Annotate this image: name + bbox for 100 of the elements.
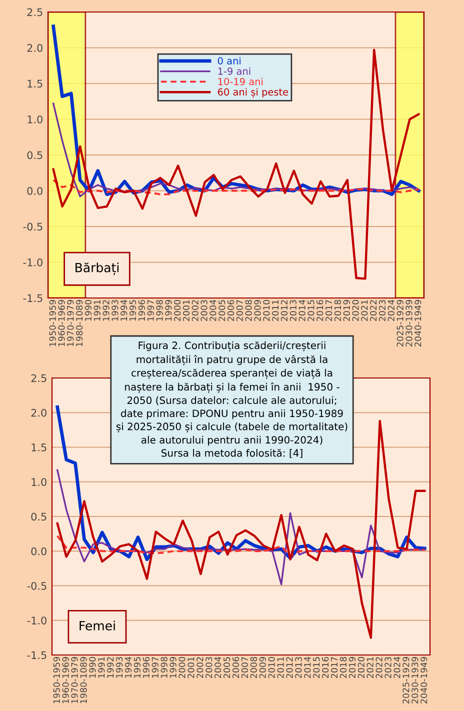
x-tick-label: 2040-1949 (420, 657, 428, 704)
x-tick-label: 2020 (358, 656, 364, 678)
y-tick-label: -1.5 (27, 651, 46, 660)
x-tick-label: 2022 (370, 300, 377, 322)
x-tick-label: 1960-1969 (58, 300, 65, 346)
x-tick-label: 2003 (206, 657, 212, 678)
line-series (56, 420, 426, 639)
x-tick-label: 2006 (227, 300, 234, 322)
x-tick-label: 1994 (124, 656, 132, 678)
y-tick-label: -1.0 (27, 616, 46, 624)
x-tick-label: 2024 (394, 656, 400, 678)
x-tick-label: 2009 (259, 657, 266, 678)
x-tick-label: 2030-1939 (412, 657, 418, 704)
x-tick-label: 2012 (286, 657, 293, 678)
line-series (52, 102, 420, 198)
x-tick-label: 2001 (188, 657, 194, 678)
x-tick-label: 1992 (102, 300, 110, 321)
text: 60 ani și peste (218, 88, 288, 98)
x-tick-label: 2017 (325, 300, 332, 322)
y-tick-label: 1.0 (32, 478, 46, 486)
x-tick-label: 2004 (214, 656, 222, 678)
x-tick-label: 2015 (313, 657, 320, 678)
x-tick-label: 2021 (361, 300, 368, 322)
y-tick-label: 1.5 (32, 444, 46, 452)
x-tick-label: 2018 (340, 656, 347, 678)
x-tick-label: 1991 (94, 300, 100, 321)
text: 1-9 ani (218, 67, 250, 75)
y-tick-label: 2.5 (31, 374, 46, 382)
x-tick-label: 1996 (142, 656, 150, 678)
x-tick-label: 1993 (112, 300, 118, 321)
x-tick-label: 2011 (277, 657, 284, 678)
x-tick-label: 2023 (384, 657, 392, 678)
x-tick-label: 2013 (290, 300, 296, 322)
x-tick-label: 1998 (160, 656, 168, 678)
y-tick-label: 0.0 (31, 547, 46, 556)
y-tick-label: 2.0 (27, 44, 42, 52)
x-tick-label: 2005 (223, 657, 230, 678)
line-series (52, 48, 420, 280)
annotation: Femei (80, 620, 115, 630)
x-tick-label: 2008 (245, 300, 252, 322)
x-tick-label: 2008 (250, 656, 257, 678)
x-tick-label: 2009 (254, 300, 261, 322)
x-tick-label: 1990 (84, 300, 92, 321)
x-tick-label: 2014 (298, 300, 306, 322)
y-tick-label: 1.5 (28, 80, 42, 88)
x-tick-label: 2002 (192, 300, 198, 322)
x-tick-label: 2017 (330, 657, 338, 678)
x-tick-label: 2025-1929 (396, 300, 404, 346)
x-tick-label: 1997 (147, 300, 154, 321)
x-tick-label: 2002 (196, 657, 204, 678)
x-tick-label: 2007 (241, 657, 248, 678)
x-tick-label: 1995 (129, 300, 136, 321)
x-tick-label: 1950-1959 (49, 300, 56, 346)
x-tick-label: 2021 (366, 657, 374, 678)
y-tick-label: -0.5 (27, 582, 46, 590)
x-tick-label: 2023 (378, 300, 386, 322)
x-tick-label: 1980-1089 (80, 657, 87, 704)
text: Figura 2. Contribuția scăderii/creșterii mortalității în patru grupe de vârstă la creșterea/scăderea speranței de viață la naștere la bărbați și la femei în anii 1950 - 2050 (Sursa datelor: calcule ale autorului; date primare: DPONU pentru anii 1950-1989 și 2025-2050 și calcule (tabele de mortalitate) ale autorului pentru anii 1990-2024) Sursa la metoda folosită: [4] (116, 341, 348, 458)
x-tick-label: 2019 (343, 300, 350, 322)
x-tick-label: 2012 (280, 300, 288, 322)
x-tick-label: 2001 (182, 300, 190, 322)
y-tick-label: -0.5 (23, 222, 42, 231)
x-tick-label: 2020 (352, 300, 359, 322)
x-tick-label: 2000 (178, 656, 186, 678)
x-tick-label: 2005 (218, 300, 226, 322)
x-tick-label: 1970-1979 (71, 657, 78, 704)
x-tick-label: 1995 (134, 657, 141, 678)
y-tick-label: 2.5 (27, 8, 42, 16)
x-tick-label: 2019 (348, 657, 356, 678)
x-tick-label: 2013 (295, 657, 302, 678)
y-tick-label: -1.0 (23, 258, 42, 266)
x-tick-label: 1999 (170, 657, 176, 678)
x-tick-label: 2000 (174, 300, 181, 322)
y-tick-label: 1.0 (28, 115, 42, 124)
x-tick-label: 2015 (308, 300, 314, 322)
x-tick-label: 1990 (89, 656, 96, 678)
x-tick-label: 2010 (268, 656, 275, 678)
y-tick-label: 2.0 (31, 408, 46, 417)
line-series (52, 179, 420, 196)
x-tick-label: 2003 (200, 300, 208, 322)
y-tick-label: 0.5 (27, 151, 42, 160)
x-tick-label: 2006 (232, 656, 240, 678)
x-tick-label: 1960-1969 (62, 657, 69, 704)
x-tick-label: 2010 (263, 300, 270, 322)
y-tick-label: 0.0 (27, 186, 42, 195)
x-tick-label: 2040-1949 (414, 300, 422, 346)
x-tick-label: 2018 (334, 300, 342, 322)
x-tick-label: 2025-1929 (402, 657, 410, 704)
x-tick-label: 2011 (272, 300, 279, 322)
x-tick-label: 1996 (138, 300, 145, 321)
x-tick-label: 1970-1979 (67, 300, 74, 346)
x-tick-label: 1998 (156, 300, 163, 321)
y-tick-label: 0.5 (31, 512, 46, 521)
x-tick-label: 1994 (120, 300, 128, 321)
x-tick-label: 1999 (165, 300, 172, 321)
x-tick-label: 1991 (98, 657, 105, 678)
annotation: Bărbați (76, 262, 118, 276)
line-series (56, 469, 426, 586)
x-tick-label: 2007 (236, 300, 243, 322)
x-tick-label: 2014 (304, 656, 311, 678)
